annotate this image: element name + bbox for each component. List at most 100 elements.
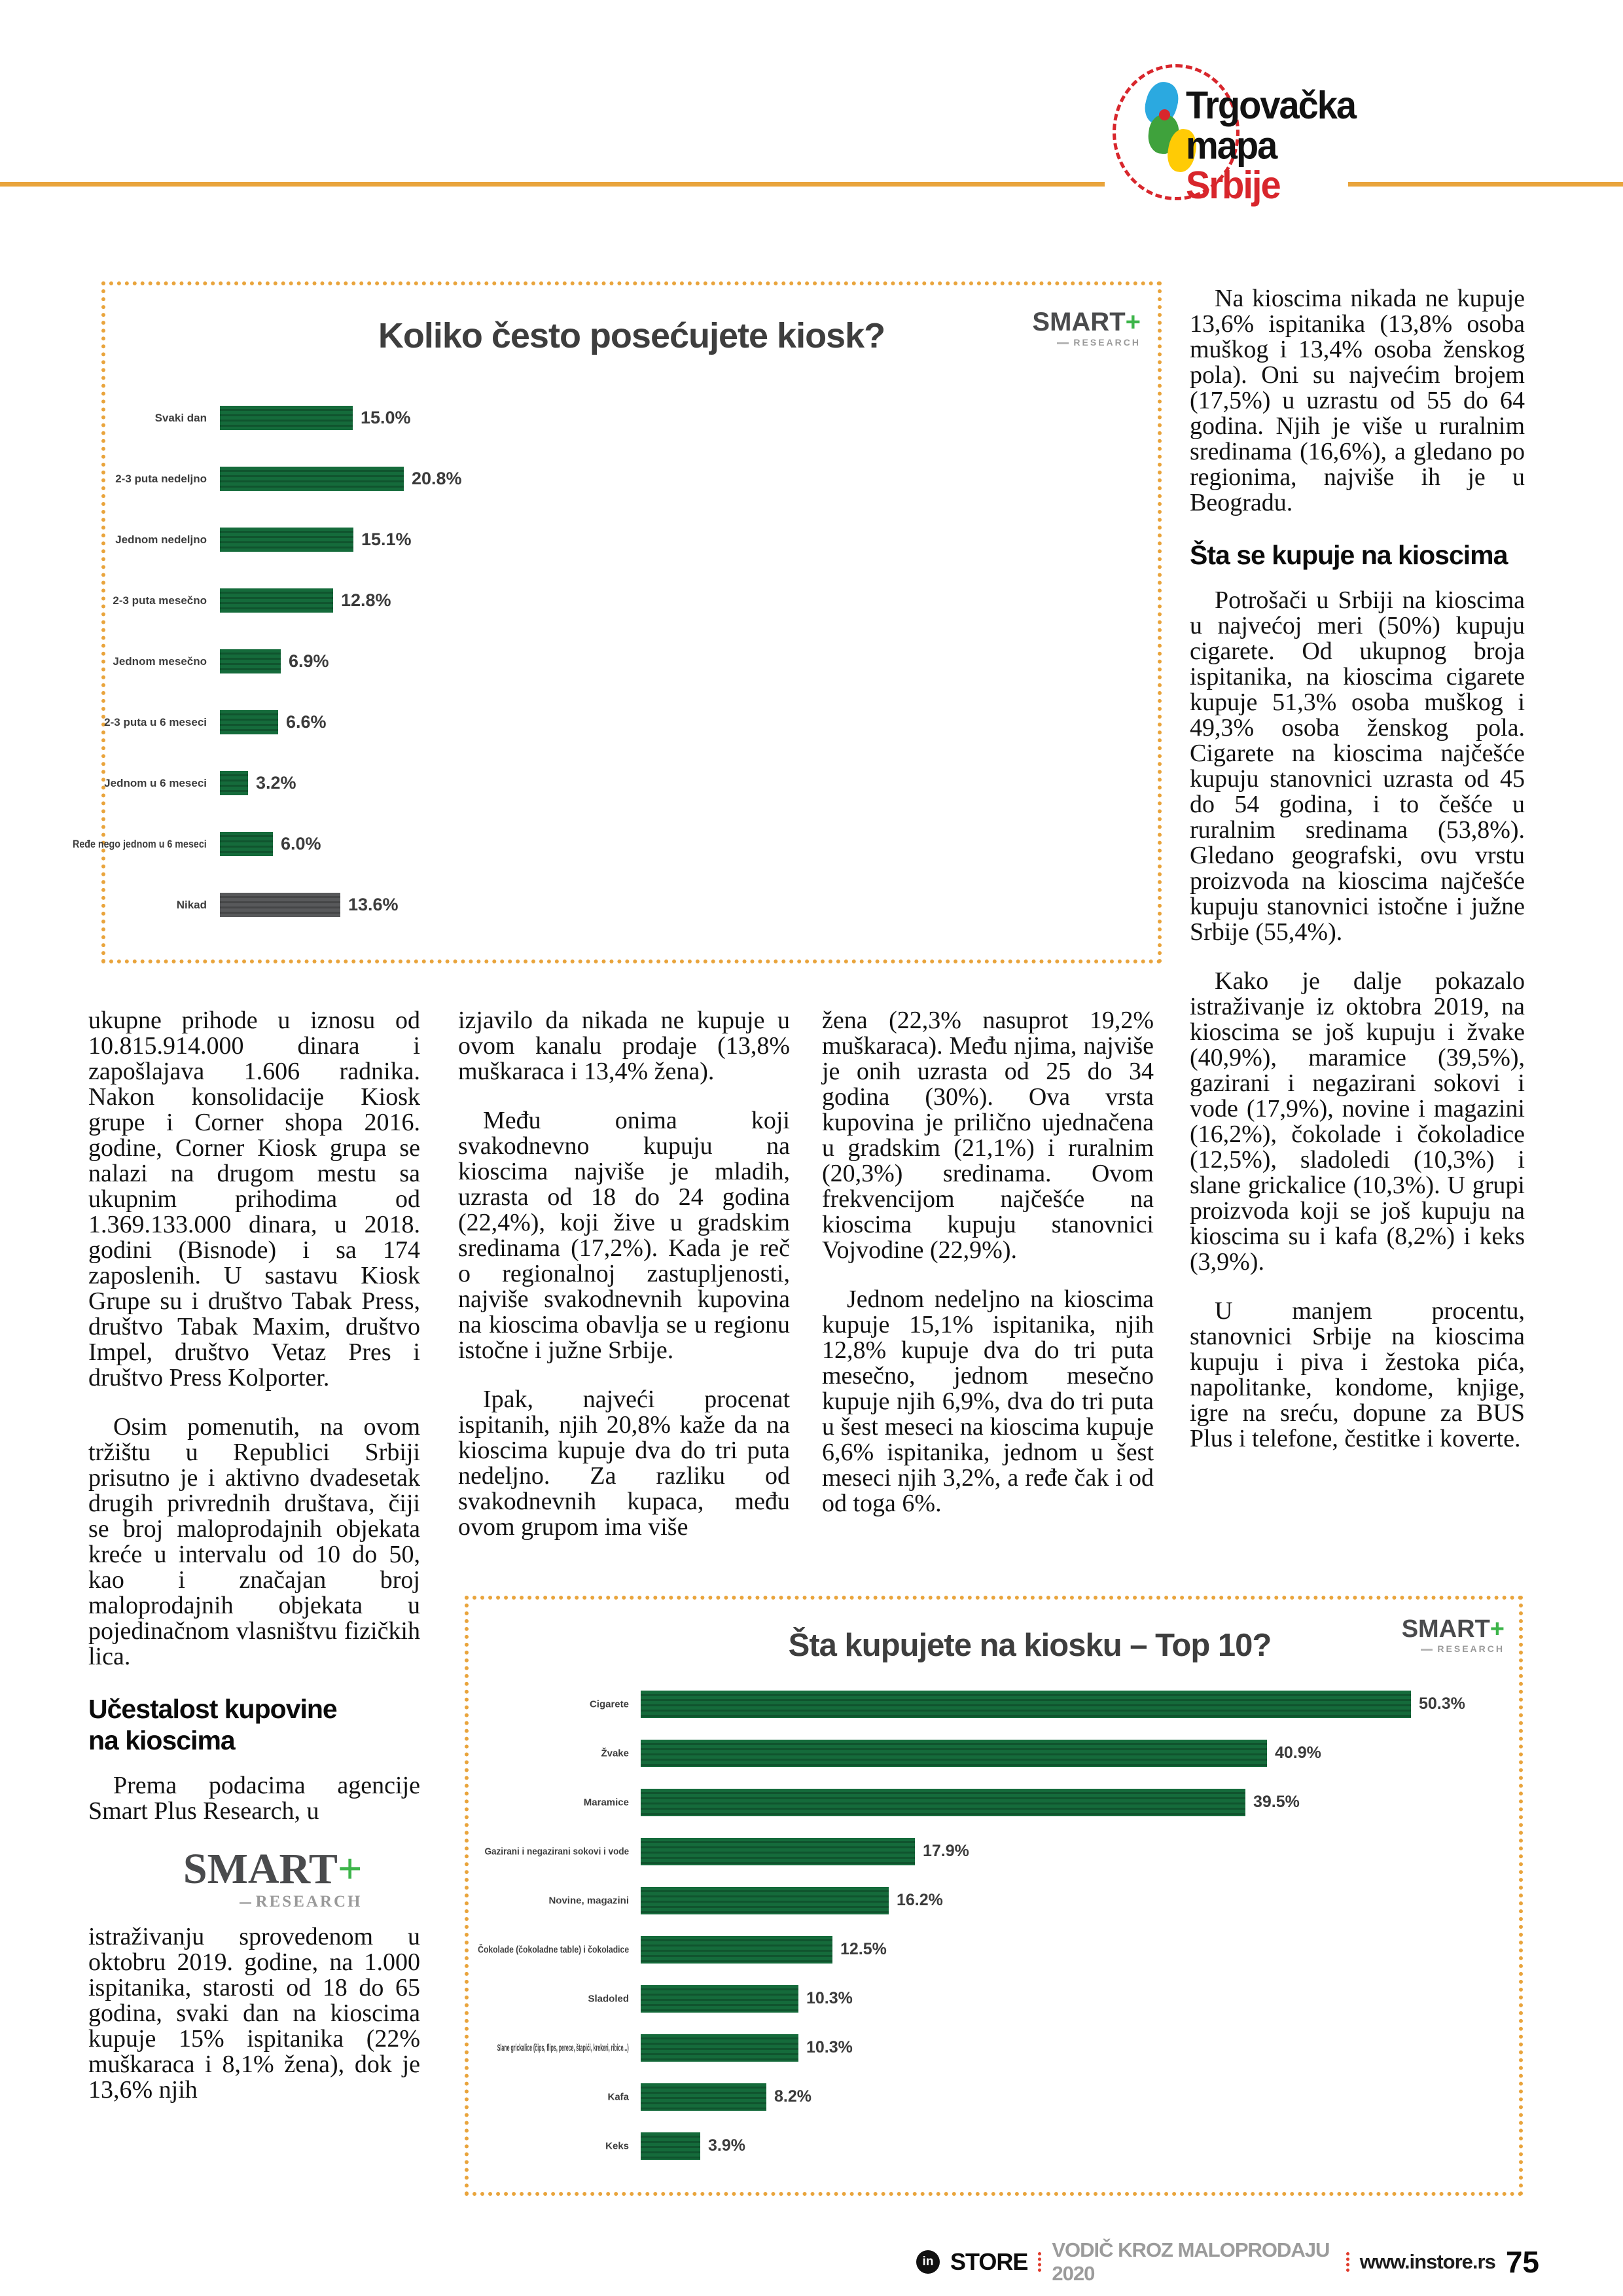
chart-row: Jednom mesečno 6.9% — [113, 631, 1145, 692]
chart-rows: Svaki dan 15.0% 2-3 puta nedeljno 20.8% Jedn… — [73, 387, 1145, 935]
column-2: izjavilo da nikada ne kupuje u ovom kana… — [458, 1008, 790, 1564]
category-label: 2-3 puta nedeljno — [115, 472, 207, 485]
value-label: 16.2% — [897, 1891, 943, 1909]
value-label: 10.3% — [806, 1989, 853, 2007]
column-1: ukupne prihode u iznosu od 10.815.914.00… — [88, 1008, 420, 2126]
footer-separator-icon — [1038, 2252, 1042, 2272]
body-paragraph: U manjem procentu, stanovnici Srbije na … — [1190, 1297, 1525, 1452]
bar — [641, 1837, 915, 1865]
bar — [220, 528, 353, 552]
value-label: 3.9% — [708, 2136, 745, 2155]
category-label: Svaki dan — [154, 411, 207, 424]
value-label: 6.9% — [289, 651, 329, 671]
chart-kiosk-top10-purchases: Šta kupujete na kiosku – Top 10? SMART+ … — [465, 1596, 1523, 2196]
brand-title: Trgovačka mapa Srbije — [1186, 82, 1357, 207]
map-blob-red — [1159, 109, 1170, 120]
category-label: Nikad — [176, 898, 207, 911]
body-paragraph: Na kioscima nikada ne kupuje 13,6% ispit… — [1190, 285, 1525, 516]
chart-row: Svaki dan 15.0% — [118, 387, 1145, 448]
value-label: 12.8% — [341, 590, 391, 610]
bar — [220, 710, 278, 734]
body-paragraph: Potrošači u Srbiji na kioscima u najvećo… — [1190, 586, 1525, 946]
bar — [220, 467, 404, 491]
category-label: Novine, magazini — [548, 1895, 629, 1906]
category-label: Slane grickalice (čips, flips, perece, š… — [497, 2042, 629, 2053]
body-paragraph: Osim pomenutih, na ovom tržištu u Republ… — [88, 1413, 420, 1670]
category-label: 2-3 puta u 6 meseci — [104, 715, 207, 728]
brand-title-line2: mapa Srbije — [1186, 122, 1281, 207]
page-number: 75 — [1505, 2245, 1539, 2279]
category-label: Maramice — [583, 1797, 629, 1808]
body-paragraph: Među onima koji svakodnevno kupuju na ki… — [458, 1107, 790, 1364]
body-paragraph: Kako je dalje pokazalo istraživanje iz o… — [1190, 967, 1525, 1276]
footer-site-url: www.instore.rs — [1359, 2250, 1496, 2273]
body-paragraph: izjavilo da nikada ne kupuje u ovom kana… — [458, 1007, 790, 1085]
smart-logo-word: SMART+ — [1401, 1615, 1505, 1643]
category-label: Sladoled — [588, 1993, 629, 2004]
chart-row: Nikad 13.6% — [118, 874, 1145, 935]
footer-guide-label: VODIČ KROZ MALOPRODAJU 2020 — [1052, 2238, 1330, 2285]
body-paragraph: ukupne prihode u iznosu od 10.815.914.00… — [88, 1007, 420, 1391]
footer-separator-icon — [1346, 2252, 1349, 2272]
chart-row: Novine, magazini 16.2% — [482, 1876, 1506, 1925]
value-label: 8.2% — [774, 2087, 812, 2106]
bar — [641, 1690, 1411, 1718]
smart-plus-research-logo: SMART+ RESEARCH — [1402, 1617, 1505, 1653]
body-paragraph: Prema podacima agencije Smart Plus Resea… — [88, 1772, 420, 1825]
chart-row: Čokolade (čokoladne table) i čokoladice 1… — [478, 1925, 1506, 1974]
category-label: Cigarete — [589, 1698, 629, 1710]
chart-row: 2-3 puta mesečno 12.8% — [113, 570, 1145, 631]
smart-logo-subtitle: RESEARCH — [1032, 338, 1141, 347]
section-heading: Šta se kupuje na kioscima — [1190, 540, 1508, 570]
chart-title: Šta kupujete na kiosku – Top 10? — [788, 1628, 1272, 1663]
chart-row: 2-3 puta u 6 meseci 6.6% — [104, 692, 1145, 753]
chart-row: Jednom u 6 meseci 3.2% — [104, 753, 1145, 814]
bar — [220, 771, 248, 795]
section-heading: Učestalost kupovine na kioscima — [88, 1694, 338, 1755]
chart-kiosk-visit-frequency: Koliko često posećujete kiosk? SMART+ RE… — [73, 281, 1162, 963]
column-4: Na kioscima nikada ne kupuje 13,6% ispit… — [1190, 286, 1525, 1475]
bar — [220, 893, 340, 917]
category-label: Keks — [605, 2140, 629, 2151]
chart-row: 2-3 puta nedeljno 20.8% — [115, 448, 1145, 509]
value-label: 13.6% — [348, 895, 399, 914]
chart-row: Kafa 8.2% — [482, 2072, 1506, 2121]
value-label: 6.0% — [281, 834, 321, 853]
value-label: 17.9% — [923, 1842, 969, 1860]
category-label: Jednom mesečno — [113, 655, 207, 668]
value-label: 6.6% — [286, 712, 327, 732]
category-label: Jednom nedeljno — [115, 533, 207, 546]
footer-store-label: STORE — [950, 2248, 1028, 2275]
column-3: žena (22,3% nasuprot 19,2% muškaraca). M… — [822, 1008, 1154, 1540]
smart-plus-research-logo: SMART+ RESEARCH — [1032, 309, 1141, 347]
category-label: 2-3 puta mesečno — [113, 594, 207, 607]
value-label: 15.0% — [361, 408, 411, 427]
body-paragraph: Jednom nedeljno na kioscima kupuje 15,1%… — [822, 1285, 1154, 1517]
chart-row: Gazirani i negazirani sokovi i vode 17.9% — [482, 1827, 1506, 1876]
smart-logo-subtitle: RESEARCH — [1402, 1644, 1505, 1653]
chart-row: Žvake 40.9% — [482, 1729, 1506, 1778]
smart-logo-subtitle: RESEARCH — [147, 1893, 363, 1910]
serbia-map-icon — [1113, 64, 1240, 200]
smart-logo-word: SMART+ — [1032, 308, 1141, 336]
bar — [220, 649, 281, 673]
bar — [220, 406, 353, 430]
category-label: Jednom u 6 meseci — [104, 776, 207, 789]
bar — [641, 1788, 1245, 1816]
chart-row: Ređe nego jednom u 6 meseci 6.0% — [73, 814, 1145, 874]
value-label: 10.3% — [806, 2038, 853, 2056]
chart-row: Sladoled 10.3% — [482, 1974, 1506, 2023]
smart-plus-research-logo: SMART+ RESEARCH — [147, 1848, 363, 1910]
value-label: 50.3% — [1419, 1695, 1465, 1713]
value-label: 15.1% — [361, 529, 412, 549]
bar — [641, 1935, 832, 1964]
value-label: 12.5% — [840, 1940, 887, 1958]
body-paragraph: žena (22,3% nasuprot 19,2% muškaraca). M… — [822, 1007, 1154, 1264]
category-label: Čokolade (čokoladne table) i čokoladice — [478, 1944, 629, 1955]
bar — [641, 1739, 1267, 1767]
brand-title-line1: Trgovačka — [1186, 82, 1357, 127]
chart-title: Koliko često posećujete kiosk? — [378, 316, 885, 355]
bar — [220, 832, 273, 856]
smart-logo-word: SMART+ — [183, 1845, 363, 1893]
